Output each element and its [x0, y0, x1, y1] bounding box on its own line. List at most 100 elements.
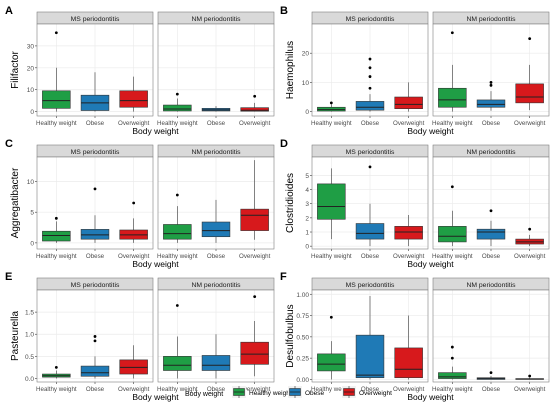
facet-nm: NM periodontitis Healthy weight Obese Overw… — [157, 277, 275, 393]
box-overweight — [119, 345, 148, 379]
y-axis-label: Haemophilus — [285, 41, 296, 99]
panel-border — [432, 289, 550, 383]
y-axis-label: Desulfobulbus — [285, 304, 296, 367]
x-tick-label: Overweight — [514, 120, 546, 127]
box-body — [240, 208, 269, 231]
panel-border — [157, 23, 275, 117]
box-obese — [80, 335, 110, 379]
panel-border — [311, 289, 429, 383]
y-tick-label: 20 — [302, 51, 310, 58]
legend-item: Healthy weight — [232, 386, 292, 398]
legend-label: Healthy weight — [249, 390, 292, 397]
panel-border — [311, 23, 429, 117]
legend: Body weight Healthy weight Obese Overweight — [185, 386, 392, 398]
y-tick-label: 0 — [30, 109, 34, 116]
x-tick-label: Obese — [361, 120, 380, 127]
x-tick-label: Healthy weight — [36, 120, 77, 127]
box-healthy-weight — [438, 185, 467, 247]
box-body — [317, 183, 346, 220]
box-body — [438, 372, 467, 379]
box-body — [163, 224, 192, 240]
outlier-point — [450, 31, 454, 35]
y-tick-label: 0.50 — [296, 334, 309, 341]
box-healthy-weight — [163, 193, 192, 243]
box-overweight — [515, 37, 544, 111]
box-overweight — [240, 295, 269, 377]
box-body — [355, 223, 385, 240]
outlier-point — [253, 94, 257, 98]
legend-label: Obese — [305, 390, 325, 397]
y-tick-label: 0 — [305, 244, 309, 251]
box-body — [438, 87, 467, 108]
x-axis-label: Body weight — [407, 392, 454, 402]
y-tick-label: 0 — [30, 240, 34, 247]
chart-panel-a: A Filifactor 0 10 20 30 MS periodontitis Health… — [5, 5, 275, 136]
panel-border — [311, 156, 429, 250]
box-obese — [201, 106, 231, 112]
x-tick-label: Healthy weight — [157, 253, 198, 260]
box-obese — [476, 209, 506, 247]
y-axis-label: Aggregatibacter — [10, 167, 21, 238]
x-tick-label: Obese — [482, 253, 501, 260]
x-tick-label: Overweight — [514, 386, 546, 393]
box-body — [515, 83, 544, 104]
box-overweight — [515, 227, 544, 247]
panel-letter: C — [5, 138, 13, 150]
box-obese — [80, 72, 110, 112]
outlier-point — [253, 295, 257, 299]
outlier-point — [450, 345, 454, 349]
outlier-point — [54, 31, 58, 35]
x-tick-label: Overweight — [239, 386, 271, 393]
x-tick-label: Healthy weight — [157, 120, 198, 127]
y-tick-label: 1.00 — [296, 292, 309, 299]
facet-ms: MS periodontitis Healthy weight Obese Overw… — [311, 277, 429, 393]
facet-ms: MS periodontitis Healthy weight Obese Overw… — [36, 11, 154, 127]
facet-title: MS periodontitis — [346, 149, 395, 156]
box-obese — [201, 199, 231, 243]
box-healthy-weight — [317, 101, 346, 112]
facet-title: MS periodontitis — [71, 16, 120, 23]
box-body — [355, 334, 385, 379]
facet-nm: NM periodontitis Healthy weight Obese Overw… — [432, 11, 550, 127]
x-tick-label: Obese — [207, 120, 226, 127]
legend-item: Overweight — [342, 386, 392, 398]
outlier-point — [329, 315, 333, 319]
panel-letter: A — [5, 5, 13, 17]
panel-border — [432, 23, 550, 117]
box-body — [476, 228, 506, 240]
x-tick-label: Healthy weight — [311, 120, 352, 127]
facet-nm: NM periodontitis Healthy weight Obese Overw… — [157, 144, 275, 260]
x-tick-label: Healthy weight — [157, 386, 198, 393]
x-tick-label: Obese — [86, 120, 105, 127]
chart-panel-d: D Clostridioides 0 1 2 3 4 5 MS periodontitis Hea… — [280, 138, 550, 269]
facet-title: NM periodontitis — [191, 282, 241, 289]
box-overweight — [240, 94, 269, 112]
y-tick-label: 5 — [30, 210, 34, 217]
y-tick-label: 5 — [305, 173, 309, 180]
y-tick-label: 10 — [27, 87, 35, 94]
y-tick-label: 2 — [305, 215, 309, 222]
box-body — [119, 90, 148, 108]
x-tick-label: Overweight — [393, 386, 425, 393]
facet-title: MS periodontitis — [71, 149, 120, 156]
box-body — [240, 107, 269, 112]
facet-nm: NM periodontitis Healthy weight Obese Overw… — [157, 11, 275, 127]
box-healthy-weight — [317, 315, 346, 380]
facet-nm: NM periodontitis Healthy weight Obese Overw… — [432, 277, 550, 393]
box-body — [80, 365, 110, 377]
box-obese — [355, 57, 385, 112]
box-healthy-weight — [317, 168, 346, 240]
outlier-point — [93, 187, 97, 191]
chart-panel-c: C Aggregatibacter 0 5 10 MS periodontitis Heal… — [5, 138, 275, 269]
outlier-point — [489, 209, 493, 213]
panel-letter: E — [5, 271, 12, 283]
y-tick-label: 1 — [305, 230, 309, 237]
box-body — [42, 230, 71, 242]
box-overweight — [394, 215, 423, 247]
x-axis-label: Body weight — [132, 126, 179, 136]
x-tick-label: Healthy weight — [36, 386, 77, 393]
panel-border — [36, 289, 154, 383]
outlier-point — [54, 366, 58, 369]
x-tick-label: Obese — [86, 253, 105, 260]
box-overweight — [240, 160, 269, 240]
